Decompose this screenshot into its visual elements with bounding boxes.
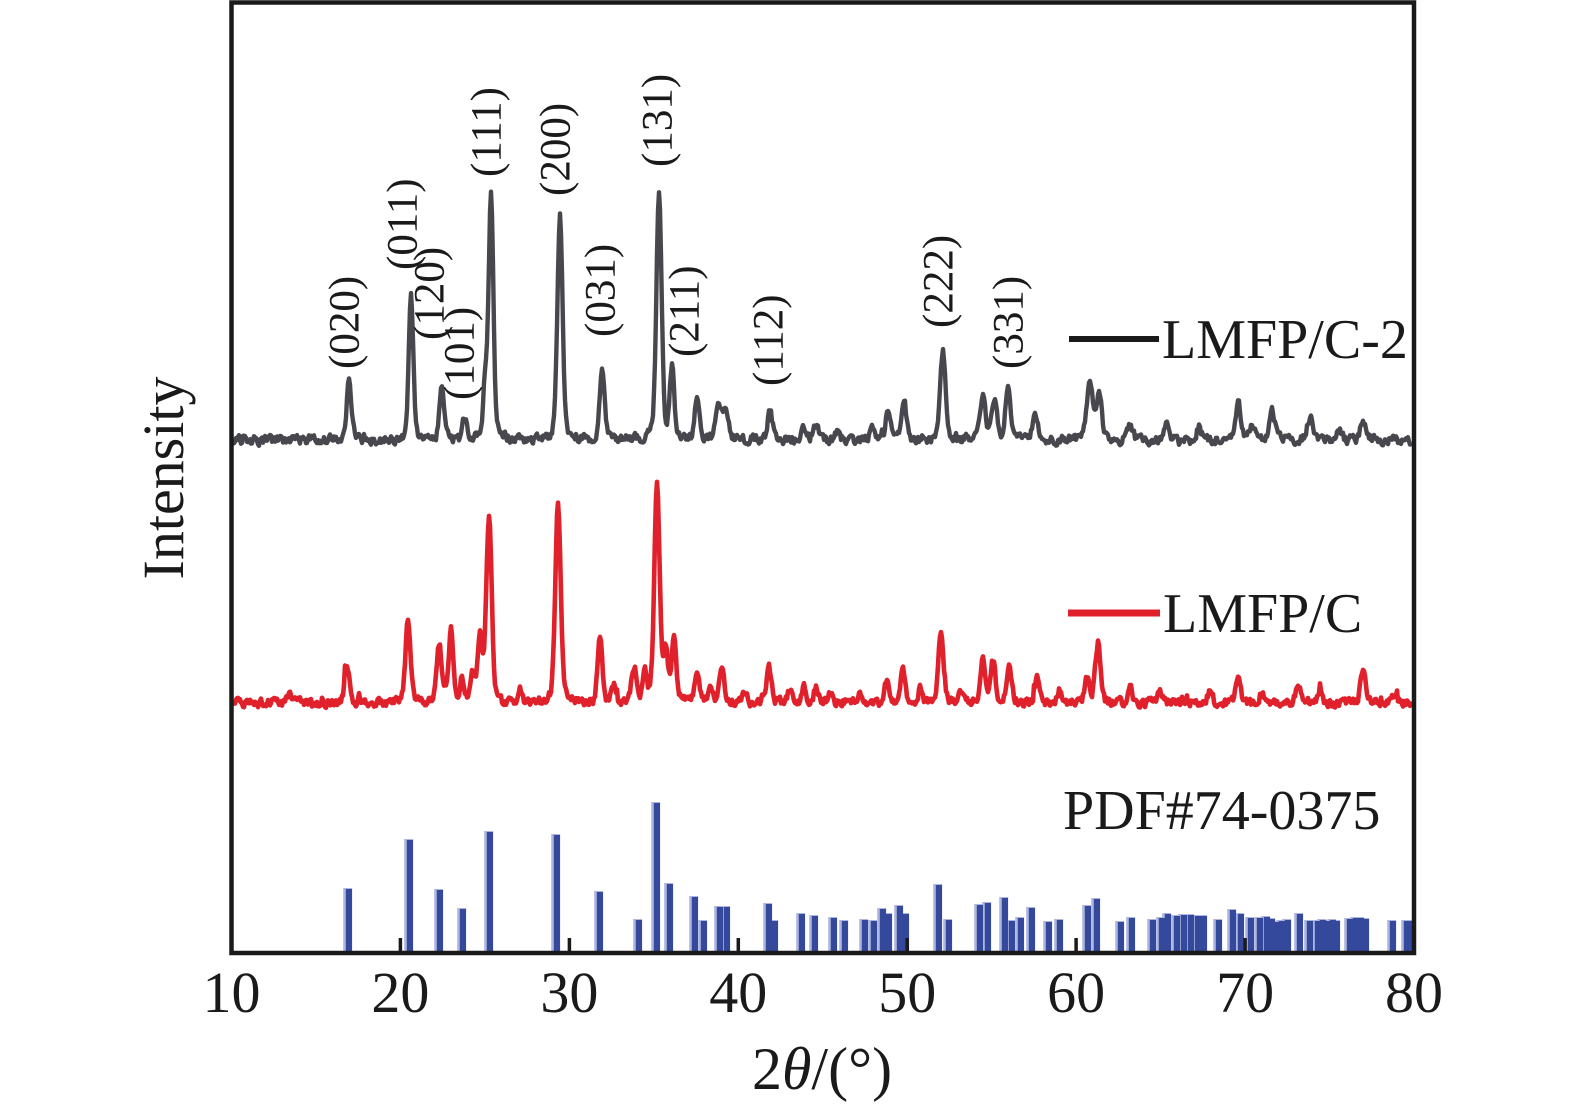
svg-text:2θ/(°): 2θ/(°) (752, 1036, 892, 1102)
svg-text:70: 70 (1216, 960, 1274, 1025)
svg-text:20: 20 (371, 960, 429, 1025)
svg-text:50: 50 (878, 960, 936, 1025)
svg-text:(211): (211) (662, 265, 709, 357)
svg-text:(120): (120) (407, 247, 454, 340)
svg-text:(112): (112) (746, 294, 793, 386)
svg-text:(331): (331) (986, 276, 1033, 369)
svg-text:PDF#74-0375: PDF#74-0375 (1063, 780, 1380, 842)
svg-text:10: 10 (203, 960, 261, 1025)
svg-text:LMFP/C-2: LMFP/C-2 (1162, 309, 1408, 371)
svg-text:60: 60 (1047, 960, 1105, 1025)
svg-text:(101): (101) (437, 307, 484, 400)
svg-text:(131): (131) (635, 74, 682, 167)
svg-text:(011): (011) (380, 178, 427, 270)
svg-text:40: 40 (709, 960, 767, 1025)
svg-text:30: 30 (540, 960, 598, 1025)
svg-text:(200): (200) (533, 103, 580, 196)
svg-text:(020): (020) (322, 276, 369, 369)
svg-text:(031): (031) (578, 244, 625, 337)
svg-text:LMFP/C: LMFP/C (1163, 583, 1362, 645)
svg-text:Intensity: Intensity (131, 377, 196, 580)
svg-text:(111): (111) (464, 87, 511, 177)
svg-text:(222): (222) (916, 235, 963, 328)
svg-text:80: 80 (1385, 960, 1443, 1025)
